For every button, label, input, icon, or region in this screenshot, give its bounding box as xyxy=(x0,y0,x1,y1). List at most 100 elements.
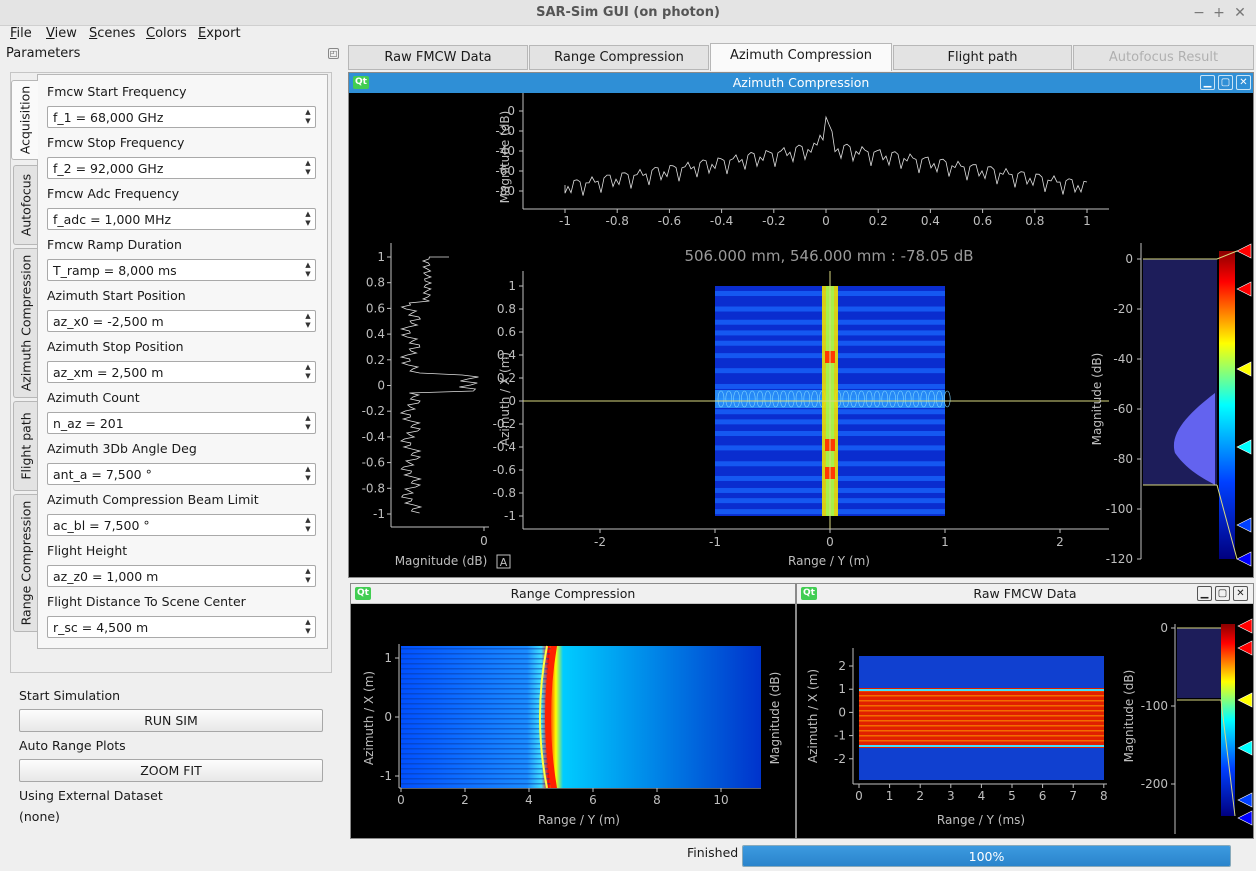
spin-arrows-icon[interactable]: ▲ ▼ xyxy=(305,414,311,431)
tab-flight-path-main[interactable]: Flight path xyxy=(893,45,1072,70)
spin-arrows-icon[interactable]: ▲ ▼ xyxy=(305,363,311,380)
hist-shape xyxy=(1173,259,1215,485)
main-ytick-label: 1 xyxy=(508,279,516,293)
raw-stripe xyxy=(859,695,1104,697)
menu-scenes[interactable]: Scenes xyxy=(89,26,136,41)
menu-colors[interactable]: Colors xyxy=(146,26,187,41)
spin-arrows-icon[interactable]: ▲ ▼ xyxy=(305,618,311,635)
param-label: Flight Distance To Scene Center xyxy=(47,594,246,609)
ring xyxy=(858,390,865,408)
run-sim-button[interactable]: RUN SIM xyxy=(19,709,323,732)
external-dataset-label: Using External Dataset xyxy=(19,788,163,803)
spin-arrows-icon[interactable]: ▲ ▼ xyxy=(305,108,311,125)
param-spinbox[interactable]: ac_bl = 7,500 ° ▲ ▼ xyxy=(47,514,316,536)
top-xtick-label: 1 xyxy=(1083,214,1091,228)
rc-stripe xyxy=(401,738,551,740)
rc-xtick-label: 8 xyxy=(653,793,661,807)
spin-arrows-icon[interactable]: ▲ ▼ xyxy=(305,261,311,278)
ring xyxy=(748,390,756,408)
ring xyxy=(780,390,787,408)
close-icon[interactable]: ✕ xyxy=(1234,5,1246,21)
param-value: az_z0 = 1,000 m xyxy=(53,569,159,584)
top-xtick-label: 0.2 xyxy=(869,214,888,228)
left-xlabel: Magnitude (dB) xyxy=(395,554,488,568)
param-spinbox[interactable]: az_x0 = -2,500 m ▲ ▼ xyxy=(47,310,316,332)
param-spinbox[interactable]: n_az = 201 ▲ ▼ xyxy=(47,412,316,434)
main-xtick-label: -1 xyxy=(709,535,721,549)
menu-file[interactable]: File xyxy=(10,26,32,41)
progress-bar: 100% xyxy=(742,845,1231,867)
param-value: az_xm = 2,500 m xyxy=(53,365,164,380)
raw-fmcw-window: Qt Raw FMCW Data ▁ ▢ ✕ 2 1 0 -1 -2 0 1 2 3 4 5 6 7 8 R… xyxy=(796,583,1254,839)
spin-arrows-icon[interactable]: ▲ ▼ xyxy=(305,567,311,584)
raw-ytick-label: 0 xyxy=(838,705,846,719)
raw-stripe xyxy=(859,700,1104,702)
raw-minimize-icon[interactable]: ▁ xyxy=(1197,586,1212,601)
rc-stripe xyxy=(401,748,551,750)
tab-flight-path[interactable]: Flight path xyxy=(13,401,37,491)
spin-arrows-icon[interactable]: ▲ ▼ xyxy=(305,312,311,329)
rc-stripe xyxy=(401,768,551,770)
spin-arrows-icon[interactable]: ▲ ▼ xyxy=(305,210,311,227)
param-spinbox[interactable]: az_z0 = 1,000 m ▲ ▼ xyxy=(47,565,316,587)
main-xtick-label: 0 xyxy=(826,535,834,549)
param-spinbox[interactable]: T_ramp = 8,000 ms ▲ ▼ xyxy=(47,259,316,281)
raw-close-icon[interactable]: ✕ xyxy=(1233,586,1248,601)
tab-range-compression[interactable]: Range Compression xyxy=(13,494,37,632)
tab-azimuth-compression-main[interactable]: Azimuth Compression xyxy=(710,43,892,71)
ring xyxy=(756,390,764,408)
param-spinbox[interactable]: az_xm = 2,500 m ▲ ▼ xyxy=(47,361,316,383)
left-xtick-label: 0 xyxy=(480,534,488,548)
mdi-close-icon[interactable]: ✕ xyxy=(1236,75,1251,90)
param-spinbox[interactable]: r_sc = 4,500 m ▲ ▼ xyxy=(47,616,316,638)
main-xlabel: Range / Y (m) xyxy=(788,554,870,568)
spin-arrows-icon[interactable]: ▲ ▼ xyxy=(305,159,311,176)
rc-image xyxy=(401,646,761,788)
spin-arrows-icon[interactable]: ▲ ▼ xyxy=(305,465,311,482)
top-ytick-label: -60 xyxy=(495,164,515,178)
left-ytick-label: -1 xyxy=(373,507,385,521)
menu-view[interactable]: View xyxy=(46,26,77,41)
maximize-icon[interactable]: + xyxy=(1213,5,1225,21)
rc-stripe xyxy=(401,733,551,735)
dock-float-icon[interactable]: ◰ xyxy=(328,48,339,59)
spin-arrows-icon[interactable]: ▲ ▼ xyxy=(305,516,311,533)
param-value: n_az = 201 xyxy=(53,416,124,431)
top-xtick-label: -0.8 xyxy=(605,214,628,228)
raw-maximize-icon[interactable]: ▢ xyxy=(1215,586,1230,601)
tab-raw-fmcw[interactable]: Raw FMCW Data xyxy=(348,45,528,70)
top-xtick-label: 0 xyxy=(822,214,830,228)
hist-link xyxy=(1216,250,1238,260)
tab-acquisition[interactable]: Acquisition xyxy=(11,80,38,160)
raw-gradient-tick-icon xyxy=(1237,692,1253,708)
raw-stripe xyxy=(859,735,1104,737)
rc-stripe xyxy=(401,708,551,710)
tab-range-compression-main[interactable]: Range Compression xyxy=(529,45,709,70)
rc-side-ylabel: Magnitude (dB) xyxy=(768,672,782,765)
azimuth-plots[interactable]: 0-20-40-60-80-1 -0.8 -0.6 -0.4 -0.2 0 0.2 0.4 0.… xyxy=(349,93,1253,577)
rc-ytick-label: 0 xyxy=(384,710,392,724)
left-ytick-label: 0.4 xyxy=(366,327,385,341)
progress-fill xyxy=(743,846,1230,866)
menu-export[interactable]: Export xyxy=(198,26,241,41)
rc-stripe xyxy=(401,663,551,665)
main-ytick-label: 0.6 xyxy=(497,325,516,339)
ring xyxy=(725,390,733,408)
tab-autofocus[interactable]: Autofocus xyxy=(13,165,37,245)
param-spinbox[interactable]: f_2 = 92,000 GHz ▲ ▼ xyxy=(47,157,316,179)
left-ytick-label: 1 xyxy=(377,250,385,264)
mdi-maximize-icon[interactable]: ▢ xyxy=(1218,75,1233,90)
raw-fmcw-plot[interactable]: 2 1 0 -1 -2 0 1 2 3 4 5 6 7 8 Range / Y (ms) Azimuth / … xyxy=(797,604,1253,838)
raw-xlabel: Range / Y (ms) xyxy=(937,813,1025,827)
ring xyxy=(943,390,951,408)
minimize-icon[interactable]: − xyxy=(1193,5,1205,21)
param-spinbox[interactable]: f_1 = 68,000 GHz ▲ ▼ xyxy=(47,106,316,128)
param-spinbox[interactable]: ant_a = 7,500 ° ▲ ▼ xyxy=(47,463,316,485)
tab-azimuth-compression[interactable]: Azimuth Compression xyxy=(13,248,37,398)
ring xyxy=(850,390,857,408)
zoom-fit-button[interactable]: ZOOM FIT xyxy=(19,759,323,782)
mdi-minimize-icon[interactable]: ▁ xyxy=(1200,75,1215,90)
ring xyxy=(811,390,818,408)
param-spinbox[interactable]: f_adc = 1,000 MHz ▲ ▼ xyxy=(47,208,316,230)
